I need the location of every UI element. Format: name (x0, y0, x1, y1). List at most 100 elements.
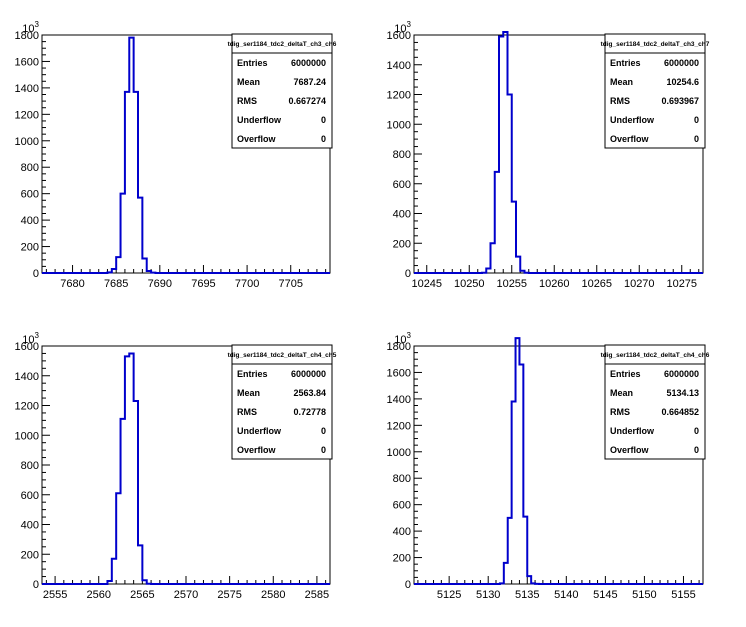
stats-label: Mean (237, 388, 260, 398)
x-tick-label: 10265 (581, 278, 612, 290)
stats-value: 0 (694, 445, 699, 455)
exponent-power: 3 (407, 20, 412, 29)
x-tick-label: 2555 (43, 589, 67, 601)
stats-value: 0.72778 (293, 407, 326, 417)
y-tick-label: 800 (21, 460, 39, 472)
y-tick-label: 1400 (387, 60, 411, 72)
stats-label: Mean (610, 77, 633, 87)
y-tick-label: 0 (405, 268, 411, 280)
y-tick-label: 800 (393, 149, 411, 161)
stats-label: Overflow (237, 445, 277, 455)
exponent-power: 3 (35, 20, 40, 29)
stats-value: 0.664852 (661, 407, 699, 417)
stats-label: Underflow (610, 115, 655, 125)
exponent-power: 3 (407, 331, 412, 340)
stats-value: 0 (321, 445, 326, 455)
y-tick-label: 400 (21, 215, 39, 227)
x-tick-label: 2570 (174, 589, 198, 601)
stats-value: 0 (321, 115, 326, 125)
y-tick-label: 1200 (15, 109, 39, 121)
x-tick-label: 2585 (305, 589, 329, 601)
stats-box (232, 34, 332, 148)
y-tick-label: 400 (21, 520, 39, 532)
x-tick-label: 10245 (411, 278, 442, 290)
y-tick-label: 0 (33, 579, 39, 591)
stats-value: 0 (321, 426, 326, 436)
y-tick-label: 200 (21, 549, 39, 561)
stats-value: 5134.13 (666, 388, 699, 398)
stats-value: 6000000 (664, 58, 699, 68)
stats-value: 10254.6 (666, 77, 699, 87)
stats-label: Mean (610, 388, 633, 398)
stats-value: 0 (694, 134, 699, 144)
histogram-title: tdig_ser1184_tdc2_deltaT_ch4_ch6 (601, 352, 710, 359)
x-tick-label: 2565 (130, 589, 154, 601)
y-tick-label: 1200 (387, 420, 411, 432)
x-tick-label: 7680 (60, 278, 84, 290)
stats-label: Overflow (610, 445, 650, 455)
stats-value: 2563.84 (293, 388, 326, 398)
stats-label: RMS (610, 407, 630, 417)
stats-value: 6000000 (291, 58, 326, 68)
x-tick-label: 5150 (632, 589, 656, 601)
stats-value: 6000000 (291, 369, 326, 379)
histogram-title: tdig_ser1184_tdc2_deltaT_ch3_ch6 (228, 41, 337, 48)
stats-box (232, 345, 332, 459)
stats-label: Entries (237, 369, 268, 379)
x-tick-label: 5140 (554, 589, 578, 601)
stats-label: Entries (610, 369, 641, 379)
x-tick-label: 5135 (515, 589, 539, 601)
y-tick-label: 400 (393, 209, 411, 221)
stats-value: 0 (694, 115, 699, 125)
y-tick-label: 800 (21, 162, 39, 174)
y-tick-label: 1400 (387, 394, 411, 406)
stats-value: 0 (694, 426, 699, 436)
exponent-base: 10 (394, 23, 406, 35)
y-tick-label: 1200 (15, 401, 39, 413)
stats-label: Underflow (237, 115, 282, 125)
x-tick-label: 2560 (86, 589, 110, 601)
x-tick-label: 7705 (278, 278, 302, 290)
y-tick-label: 800 (393, 473, 411, 485)
y-tick-label: 0 (33, 268, 39, 280)
histogram-title: tdig_ser1184_tdc2_deltaT_ch4_ch5 (228, 352, 337, 359)
exponent-power: 3 (35, 331, 40, 340)
stats-label: Underflow (237, 426, 282, 436)
stats-label: Overflow (610, 134, 650, 144)
exponent-base: 10 (394, 334, 406, 346)
stats-label: Entries (237, 58, 268, 68)
stats-label: RMS (237, 407, 257, 417)
stats-box (605, 345, 705, 459)
x-tick-label: 2580 (261, 589, 285, 601)
x-tick-label: 5155 (671, 589, 695, 601)
histogram-title: tdig_ser1184_tdc2_deltaT_ch3_ch7 (601, 41, 710, 48)
x-tick-label: 10275 (666, 278, 697, 290)
x-tick-label: 7685 (104, 278, 128, 290)
exponent-base: 10 (22, 23, 34, 35)
y-tick-label: 1400 (15, 83, 39, 95)
stats-label: RMS (610, 96, 630, 106)
y-tick-label: 200 (393, 238, 411, 250)
stats-label: Overflow (237, 134, 277, 144)
y-tick-label: 0 (405, 579, 411, 591)
y-tick-label: 1000 (15, 136, 39, 148)
stats-box (605, 34, 705, 148)
x-tick-label: 2575 (217, 589, 241, 601)
y-tick-label: 1000 (15, 430, 39, 442)
stats-label: Underflow (610, 426, 655, 436)
stats-value: 6000000 (664, 369, 699, 379)
y-tick-label: 1600 (15, 56, 39, 68)
y-tick-label: 600 (393, 179, 411, 191)
y-tick-label: 400 (393, 526, 411, 538)
y-tick-label: 600 (21, 189, 39, 201)
x-tick-label: 7700 (235, 278, 259, 290)
stats-value: 0.693967 (661, 96, 699, 106)
stats-label: RMS (237, 96, 257, 106)
y-tick-label: 200 (21, 242, 39, 254)
stats-value: 7687.24 (293, 77, 326, 87)
